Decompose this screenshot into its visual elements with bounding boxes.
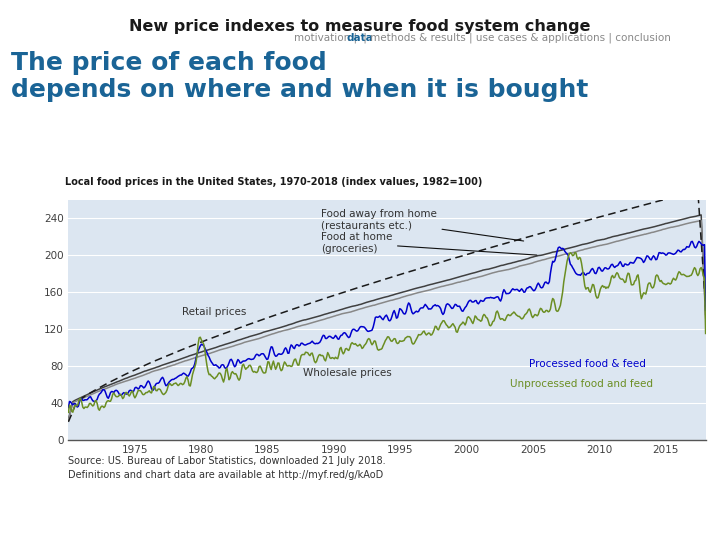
Text: Unprocessed food and feed: Unprocessed food and feed (510, 379, 652, 389)
Text: depends on where and when it is bought: depends on where and when it is bought (11, 78, 588, 102)
Text: Food away from home
(restaurants etc.): Food away from home (restaurants etc.) (320, 210, 523, 241)
Text: Definitions and chart data are available at http://myf.red/g/kAoD: Definitions and chart data are available… (68, 470, 384, 480)
Text: Source: US. Bureau of Labor Statistics, downloaded 21 July 2018.: Source: US. Bureau of Labor Statistics, … (68, 456, 386, 467)
Text: Retail prices: Retail prices (182, 307, 247, 317)
Text: motivation | data | methods & results | use cases & applications | conclusion: motivation | data | methods & results | … (160, 35, 560, 45)
Text: Food at home
(groceries): Food at home (groceries) (320, 232, 537, 255)
Text: | methods & results | use cases & applications | conclusion: | methods & results | use cases & applic… (360, 32, 671, 43)
Text: Wholesale prices: Wholesale prices (303, 368, 392, 378)
Text: New price indexes to measure food system change: New price indexes to measure food system… (130, 19, 590, 34)
Text: The price of each food: The price of each food (11, 51, 327, 75)
Text: Processed food & feed: Processed food & feed (529, 359, 646, 369)
Text: Local food prices in the United States, 1970-2018 (index values, 1982=100): Local food prices in the United States, … (66, 177, 482, 187)
Text: data: data (346, 33, 374, 43)
Text: motivation |: motivation | (294, 32, 360, 43)
